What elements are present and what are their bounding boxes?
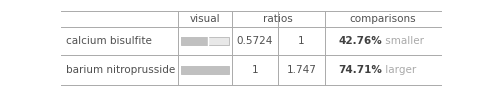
Text: larger: larger	[382, 65, 416, 75]
Text: comparisons: comparisons	[349, 14, 416, 24]
Bar	[181, 66, 229, 74]
Bar	[181, 37, 208, 45]
Text: calcium bisulfite: calcium bisulfite	[66, 36, 152, 46]
Text: 1: 1	[298, 36, 305, 46]
Text: barium nitroprusside: barium nitroprusside	[66, 65, 175, 75]
Text: 1.747: 1.747	[287, 65, 317, 75]
Bar	[181, 37, 229, 45]
Text: 42.76%: 42.76%	[339, 36, 382, 46]
Text: smaller: smaller	[382, 36, 424, 46]
Text: 1: 1	[252, 65, 258, 75]
Text: 74.71%: 74.71%	[338, 65, 382, 75]
Text: ratios: ratios	[264, 14, 293, 24]
Text: visual: visual	[189, 14, 220, 24]
Bar	[181, 66, 229, 74]
Text: 0.5724: 0.5724	[237, 36, 273, 46]
